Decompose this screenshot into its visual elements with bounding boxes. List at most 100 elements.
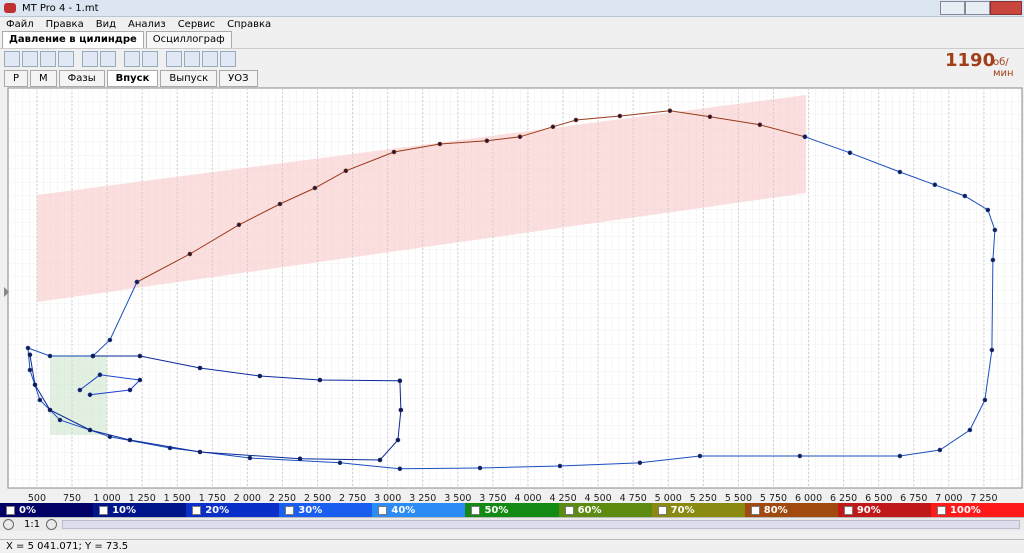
- legend-checkbox[interactable]: [378, 505, 388, 515]
- point: [985, 207, 991, 213]
- x-tick-label: 6 750: [900, 493, 927, 503]
- minimize-button[interactable]: [940, 1, 965, 15]
- zoom-level: 1:1: [24, 519, 41, 530]
- point: [197, 365, 203, 371]
- bottom-bar: 1:1: [0, 517, 1024, 531]
- menu-item[interactable]: Правка: [45, 18, 84, 30]
- tool-button[interactable]: [22, 51, 38, 67]
- point: [297, 456, 303, 462]
- legend-label: 50%: [484, 504, 509, 516]
- legend-item[interactable]: 40%: [372, 503, 466, 517]
- legend-checkbox[interactable]: [285, 505, 295, 515]
- point: [137, 377, 143, 383]
- legend-bar: 0% 10% 20% 30% 40% 50% 60% 70% 80% 90% 100%: [0, 503, 1024, 517]
- tool-button[interactable]: [100, 51, 116, 67]
- scrollbar[interactable]: [62, 520, 1020, 529]
- point: [637, 460, 643, 466]
- tool-button[interactable]: [166, 51, 182, 67]
- legend-checkbox[interactable]: [192, 505, 202, 515]
- point: [550, 124, 556, 130]
- tool-button[interactable]: [220, 51, 236, 67]
- point: [37, 397, 43, 403]
- maximize-button[interactable]: [965, 1, 990, 15]
- zoom-out[interactable]: [3, 519, 14, 530]
- x-tick-label: 6 000: [795, 493, 822, 503]
- tool-button[interactable]: [184, 51, 200, 67]
- point: [397, 378, 403, 384]
- point: [47, 353, 53, 359]
- point: [962, 193, 968, 199]
- sub-tab[interactable]: M: [30, 70, 57, 87]
- point: [847, 150, 853, 156]
- tool-button[interactable]: [40, 51, 56, 67]
- point: [57, 417, 63, 423]
- zoom-in[interactable]: [46, 519, 57, 530]
- legend-item[interactable]: 20%: [186, 503, 280, 517]
- x-tick-label: 1 000: [94, 493, 121, 503]
- point: [897, 169, 903, 175]
- x-tick-label: 1 250: [129, 493, 156, 503]
- main-tabs: Давление в цилиндре Осциллограф: [0, 31, 1024, 48]
- menu-item[interactable]: Файл: [6, 18, 34, 30]
- point: [27, 367, 33, 373]
- point: [312, 185, 318, 191]
- tool-button[interactable]: [82, 51, 98, 67]
- sub-tab[interactable]: Фазы: [58, 70, 105, 87]
- zone-shade: [50, 355, 107, 435]
- menu-item[interactable]: Сервис: [177, 18, 216, 30]
- legend-checkbox[interactable]: [99, 505, 109, 515]
- legend-item[interactable]: 0%: [0, 503, 94, 517]
- sub-tab[interactable]: УОЗ: [219, 70, 258, 87]
- point: [32, 382, 38, 388]
- tool-button[interactable]: [4, 51, 20, 67]
- x-tick-label: 2 500: [304, 493, 331, 503]
- menu-item[interactable]: Вид: [95, 18, 116, 30]
- legend-item[interactable]: 30%: [279, 503, 373, 517]
- point: [437, 141, 443, 147]
- x-tick-label: 6 500: [865, 493, 892, 503]
- close-button[interactable]: [990, 1, 1022, 15]
- legend-item[interactable]: 60%: [558, 503, 652, 517]
- x-tick-label: 4 250: [549, 493, 576, 503]
- legend-checkbox[interactable]: [471, 505, 481, 515]
- legend-item[interactable]: 70%: [651, 503, 745, 517]
- x-tick-label: 1 500: [164, 493, 191, 503]
- legend-checkbox[interactable]: [750, 505, 760, 515]
- x-tick-label: 3 250: [409, 493, 436, 503]
- tool-button[interactable]: [124, 51, 140, 67]
- legend-checkbox[interactable]: [936, 505, 946, 515]
- legend-checkbox[interactable]: [843, 505, 853, 515]
- point: [137, 353, 143, 359]
- point: [937, 447, 943, 453]
- tool-button[interactable]: [202, 51, 218, 67]
- title-bar: MT Pro 4 - 1.mt: [0, 0, 1024, 17]
- legend-item[interactable]: 100%: [930, 503, 1024, 517]
- x-tick-label: 4 750: [620, 493, 647, 503]
- sub-tab[interactable]: Выпуск: [160, 70, 218, 87]
- tab[interactable]: Осциллограф: [145, 31, 232, 48]
- legend-checkbox[interactable]: [564, 505, 574, 515]
- sub-tab[interactable]: Впуск: [106, 70, 159, 87]
- x-tick-label: 5 750: [760, 493, 787, 503]
- tool-button[interactable]: [58, 51, 74, 67]
- legend-checkbox[interactable]: [6, 505, 15, 515]
- legend-label: 80%: [763, 504, 788, 516]
- point: [617, 113, 623, 119]
- sub-tab[interactable]: P: [4, 70, 29, 87]
- legend-item[interactable]: 50%: [465, 503, 559, 517]
- point: [398, 407, 404, 413]
- point: [236, 222, 242, 228]
- point: [134, 279, 140, 285]
- menu-item[interactable]: Анализ: [127, 18, 166, 30]
- x-tick-label: 500: [28, 493, 46, 503]
- tab[interactable]: Давление в цилиндре: [2, 31, 144, 48]
- tool-button[interactable]: [142, 51, 158, 67]
- x-tick-label: 7 250: [970, 493, 997, 503]
- legend-checkbox[interactable]: [657, 505, 667, 515]
- legend-item[interactable]: 10%: [93, 503, 187, 517]
- rpm-value: 1190: [945, 50, 996, 71]
- legend-item[interactable]: 90%: [837, 503, 931, 517]
- menu-item[interactable]: Справка: [227, 18, 272, 30]
- legend-item[interactable]: 80%: [744, 503, 838, 517]
